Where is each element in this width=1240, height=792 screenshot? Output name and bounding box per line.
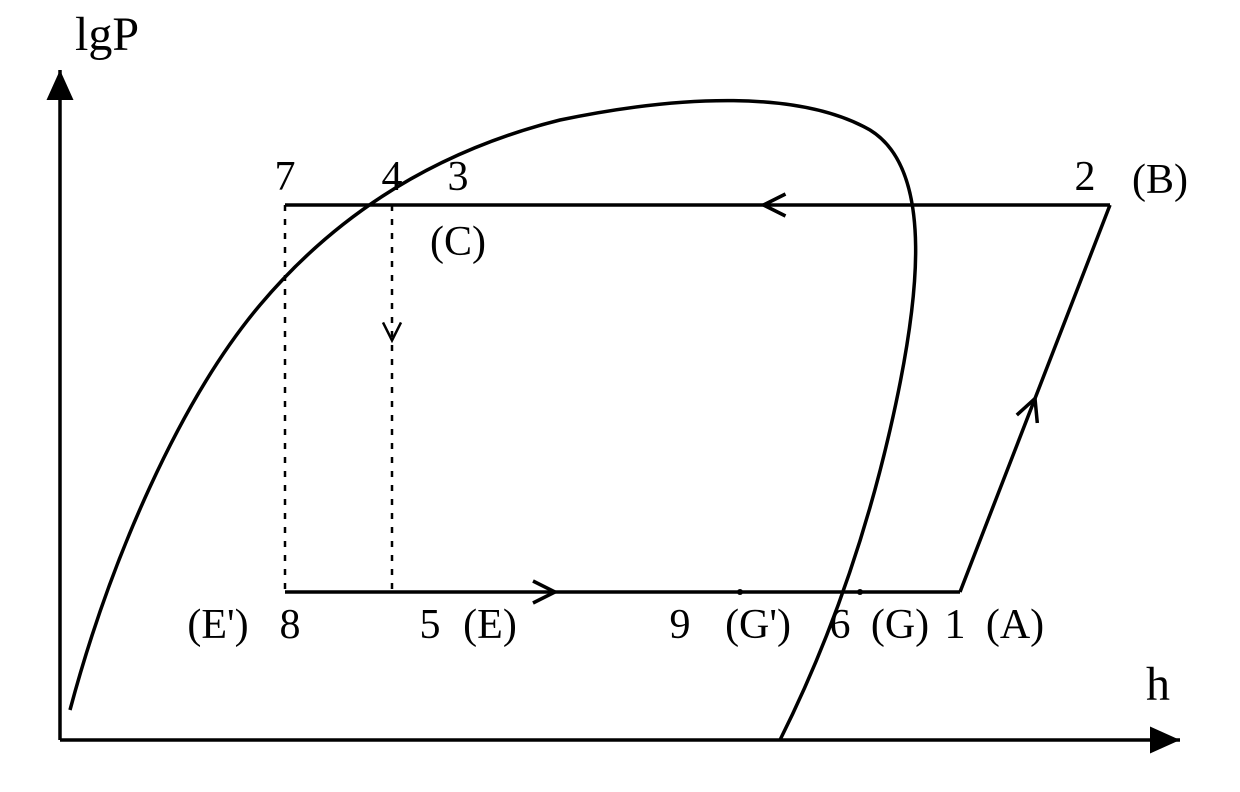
node-label-p2: 2 — [1075, 154, 1096, 200]
node-label-p5: 5 — [420, 602, 441, 648]
x-axis-label: h — [1146, 658, 1170, 711]
node-label-p1: 1 — [945, 602, 966, 648]
node-label-p9: 9 — [670, 602, 691, 648]
node-paren-p2: (B) — [1132, 157, 1188, 203]
node-label-p8: 8 — [280, 602, 301, 648]
node-paren-p8: (E') — [187, 602, 248, 648]
tick-p9 — [737, 589, 743, 595]
tick-p6 — [857, 589, 863, 595]
node-paren-p1: (A) — [986, 602, 1044, 648]
node-paren-p9: (G') — [725, 602, 791, 648]
node-label-p3: 3 — [448, 154, 469, 200]
node-label-p6: 6 — [830, 602, 851, 648]
node-label-p7: 7 — [275, 154, 296, 200]
node-paren-p3: (C) — [430, 219, 486, 265]
node-paren-p5: (E) — [463, 602, 517, 648]
y-axis-label: lgP — [75, 8, 139, 61]
node-label-p4: 4 — [382, 154, 403, 200]
node-paren-p6: (G) — [871, 602, 929, 648]
